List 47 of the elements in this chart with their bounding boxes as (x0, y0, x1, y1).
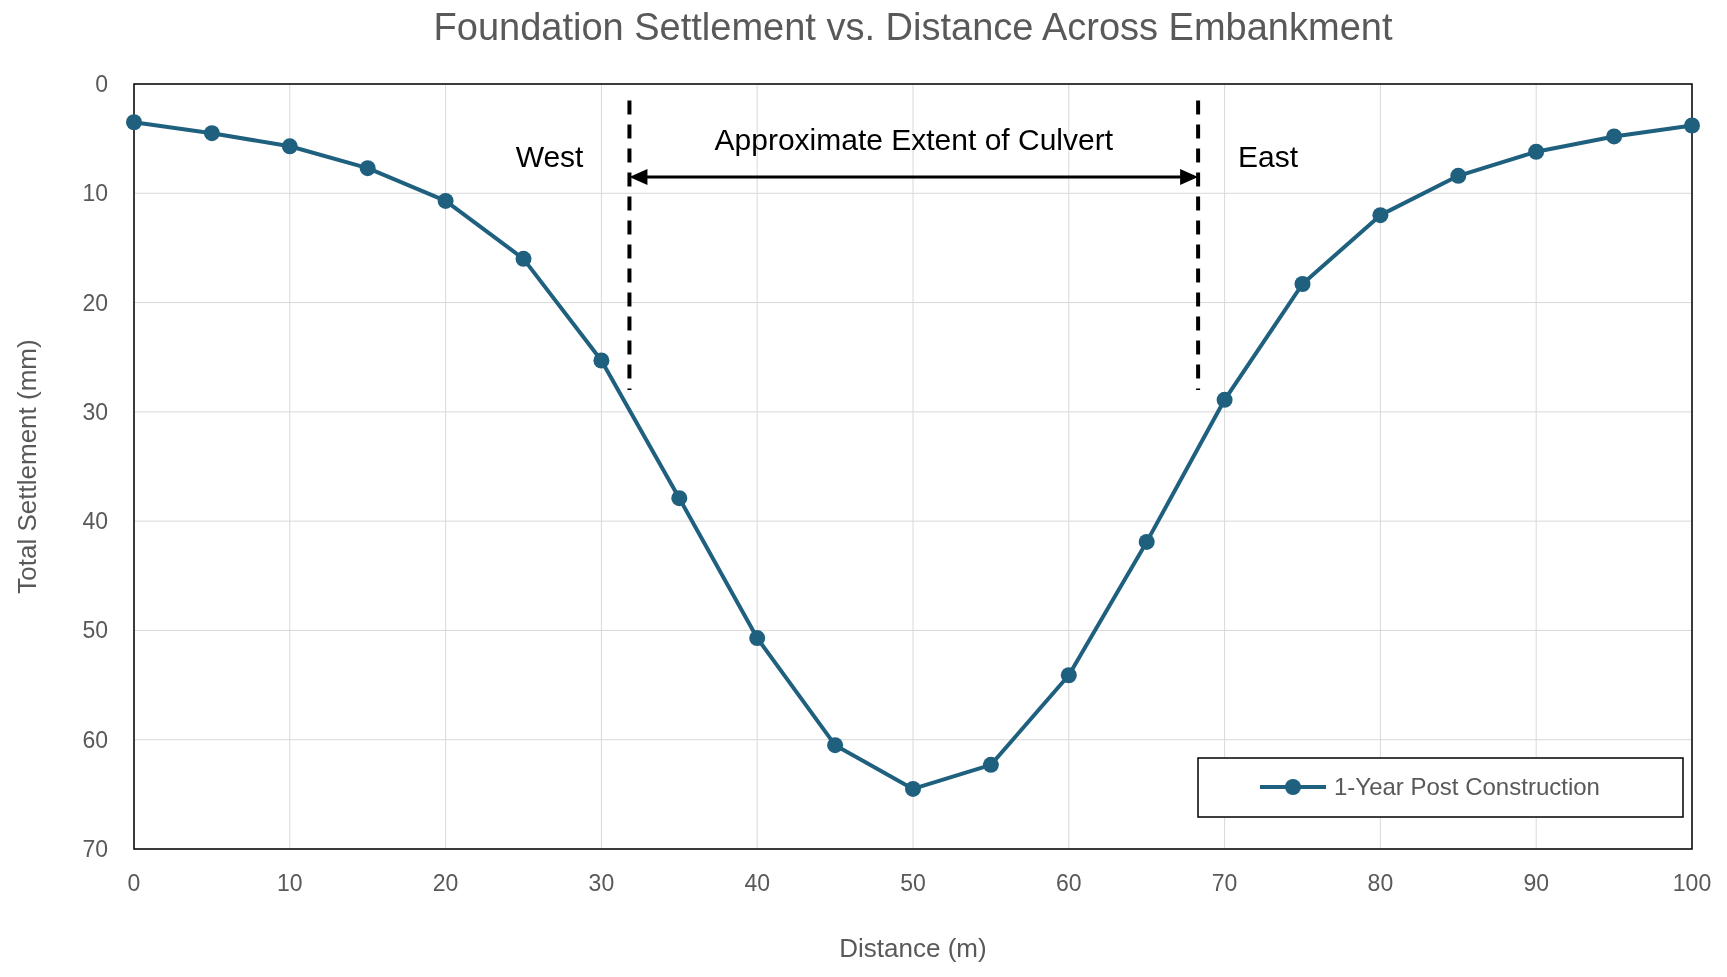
point (1528, 143, 1545, 160)
annotation: West (515, 140, 585, 174)
y-tick-label: 0 (95, 71, 108, 97)
x-tick-label: 80 (1367, 870, 1394, 896)
point (671, 490, 688, 507)
point (1216, 391, 1233, 408)
point (437, 192, 454, 209)
x-tick-label: 20 (432, 870, 459, 896)
point (1060, 667, 1077, 684)
y-axis-title: Total Settlement (mm) (12, 339, 42, 594)
annotation: East (1238, 140, 1299, 174)
point (203, 125, 220, 142)
point (749, 630, 766, 647)
annotation: Approximate Extent of Culvert (714, 122, 1114, 156)
point (1294, 275, 1311, 292)
y-tick-label: 30 (82, 398, 108, 425)
legend-label: 1-Year Post Construction (1334, 773, 1600, 800)
x-tick-label: 0 (127, 870, 141, 896)
x-tick-label: 40 (744, 870, 770, 896)
point (1606, 128, 1623, 145)
x-tick-label: 70 (1211, 870, 1238, 896)
y-tick-label: 60 (82, 726, 108, 753)
chart-title: Foundation Settlement vs. Distance Across Embankment (433, 6, 1393, 48)
x-axis-title: Distance (m) (839, 933, 987, 963)
point (126, 114, 142, 131)
point (905, 780, 921, 797)
point (593, 352, 610, 369)
point (515, 250, 532, 267)
point (281, 138, 298, 155)
point (359, 160, 376, 177)
x-tick-label: 60 (1056, 870, 1082, 896)
x-tick-label: 50 (900, 870, 926, 896)
x-tick-label: 90 (1523, 870, 1549, 896)
x-tick-label: 100 (1672, 870, 1712, 896)
x-tick-label: 10 (277, 870, 303, 896)
y-tick-label: 40 (82, 508, 108, 535)
point (1450, 167, 1467, 184)
y-tick-label: 10 (82, 180, 108, 207)
point (1138, 533, 1155, 550)
point (982, 756, 999, 773)
point (827, 737, 844, 754)
y-tick-label: 70 (82, 836, 108, 862)
y-tick-label: 50 (82, 617, 108, 644)
x-tick-label: 30 (588, 870, 615, 896)
y-tick-label: 20 (82, 289, 108, 316)
point (1684, 117, 1700, 134)
point (1372, 207, 1389, 224)
